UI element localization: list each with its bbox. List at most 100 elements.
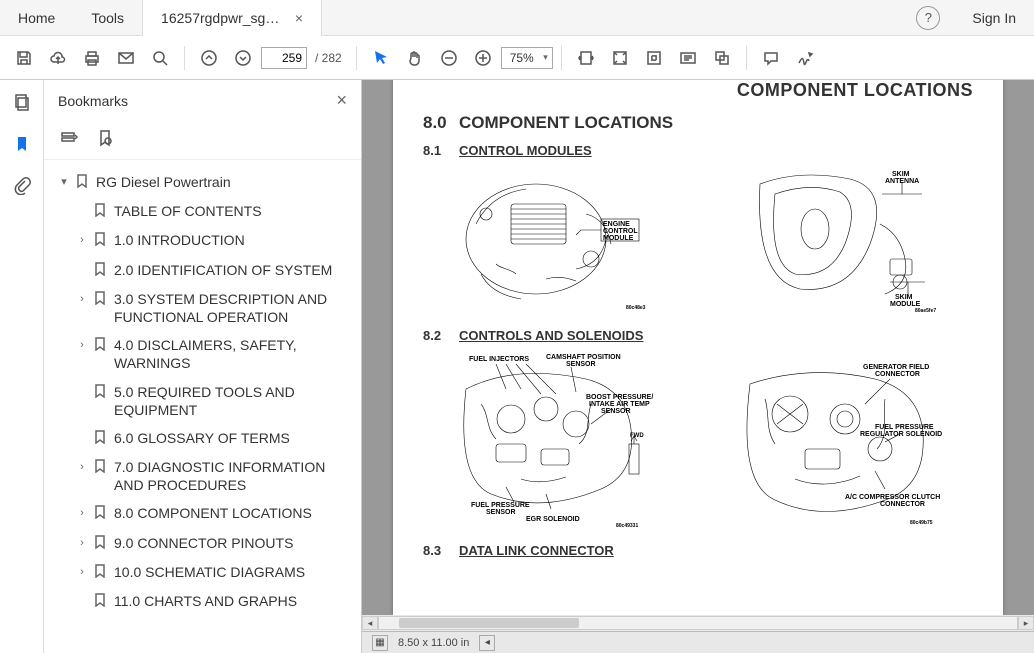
section-8-heading: 8.0COMPONENT LOCATIONS (423, 113, 973, 133)
panel-close-icon[interactable]: × (336, 90, 347, 111)
zoom-out-icon[interactable] (433, 42, 465, 74)
chevron-right-icon[interactable]: › (76, 458, 88, 474)
section-8.3-heading: 8.3DATA LINK CONNECTOR (423, 543, 973, 558)
svg-text:INTAKE AIR TEMP: INTAKE AIR TEMP (589, 401, 650, 408)
tab-tools[interactable]: Tools (73, 0, 142, 36)
chevron-right-icon[interactable]: › (76, 563, 88, 579)
fit-page-icon[interactable] (604, 42, 636, 74)
tree-item[interactable]: 11.0 CHARTS AND GRAPHS (54, 587, 355, 616)
help-icon[interactable]: ? (916, 6, 940, 30)
main-area: Bookmarks × ▾ RG Diesel Powertrain TABLE… (0, 80, 1034, 653)
tree-item[interactable]: ›8.0 COMPONENT LOCATIONS (54, 499, 355, 528)
document-area: COMPONENT LOCATIONS 8.0COMPONENT LOCATIO… (362, 80, 1034, 653)
cloud-icon[interactable] (42, 42, 74, 74)
svg-text:MODULE: MODULE (890, 301, 921, 308)
bookmark-icon (94, 563, 108, 582)
tree-item[interactable]: ›10.0 SCHEMATIC DIAGRAMS (54, 558, 355, 587)
bookmark-icon (94, 592, 108, 611)
scroll-left-icon[interactable]: ◂ (362, 616, 378, 630)
chevron-right-icon[interactable] (76, 261, 88, 263)
tree-item[interactable]: ›7.0 DIAGNOSTIC INFORMATION AND PROCEDUR… (54, 453, 355, 499)
tab-document[interactable]: 16257rgdpwr_sgml... × (142, 0, 322, 36)
attachments-icon[interactable] (10, 174, 34, 198)
pdf-page: COMPONENT LOCATIONS 8.0COMPONENT LOCATIO… (393, 80, 1003, 615)
bookmark-icon (94, 458, 108, 477)
page-up-icon[interactable] (193, 42, 225, 74)
page-down-icon[interactable] (227, 42, 259, 74)
tree-item-label: 3.0 SYSTEM DESCRIPTION AND FUNCTIONAL OP… (114, 290, 351, 326)
section-8.2-heading: 8.2CONTROLS AND SOLENOIDS (423, 328, 973, 343)
svg-text:MODULE: MODULE (603, 235, 634, 242)
tree-item[interactable]: 6.0 GLOSSARY OF TERMS (54, 424, 355, 453)
hand-icon[interactable] (399, 42, 431, 74)
chevron-right-icon[interactable] (76, 383, 88, 385)
signin-button[interactable]: Sign In (954, 10, 1034, 26)
pointer-icon[interactable] (365, 42, 397, 74)
panel-find-bookmark-icon[interactable] (94, 127, 116, 149)
scroll-right-icon[interactable]: ▸ (1018, 616, 1034, 630)
status-page-icon[interactable]: ▦ (372, 635, 388, 651)
chevron-right-icon[interactable]: › (76, 504, 88, 520)
comment-icon[interactable] (755, 42, 787, 74)
chevron-right-icon[interactable] (76, 429, 88, 431)
section-8.1-heading: 8.1CONTROL MODULES (423, 143, 973, 158)
chevron-down-icon[interactable]: ▾ (58, 173, 70, 189)
tree-item[interactable]: TABLE OF CONTENTS (54, 197, 355, 226)
panel-options-icon[interactable] (58, 127, 80, 149)
chevron-right-icon[interactable]: › (76, 534, 88, 550)
bookmarks-icon[interactable] (10, 132, 34, 156)
svg-text:FUEL PRESSURE: FUEL PRESSURE (875, 424, 934, 431)
email-icon[interactable] (110, 42, 142, 74)
panel-title: Bookmarks (58, 93, 128, 109)
bookmark-icon (76, 173, 90, 192)
bookmarks-panel: Bookmarks × ▾ RG Diesel Powertrain TABLE… (44, 80, 362, 653)
sign-icon[interactable] (789, 42, 821, 74)
save-icon[interactable] (8, 42, 40, 74)
zoom-select[interactable]: 75% (501, 47, 553, 69)
svg-text:ANTENNA: ANTENNA (885, 178, 919, 185)
tree-item[interactable]: 2.0 IDENTIFICATION OF SYSTEM (54, 256, 355, 285)
bookmark-icon (94, 202, 108, 221)
svg-text:CONNECTOR: CONNECTOR (880, 501, 925, 508)
tree-item[interactable]: ›4.0 DISCLAIMERS, SAFETY, WARNINGS (54, 331, 355, 377)
horizontal-scrollbar[interactable]: ◂ ▸ (362, 615, 1034, 631)
page-number-input[interactable] (261, 47, 307, 69)
svg-text:CONTROL: CONTROL (603, 228, 638, 235)
layers-icon[interactable] (706, 42, 738, 74)
tab-close-icon[interactable]: × (295, 10, 303, 26)
chevron-right-icon[interactable] (76, 202, 88, 204)
chevron-right-icon[interactable]: › (76, 290, 88, 306)
status-nav-left-icon[interactable]: ◂ (479, 635, 495, 651)
tree-item[interactable]: › 3.0 SYSTEM DESCRIPTION AND FUNCTIONAL O… (54, 285, 355, 331)
bookmark-icon (94, 336, 108, 355)
svg-text:SENSOR: SENSOR (486, 509, 516, 516)
tree-item[interactable]: ›9.0 CONNECTOR PINOUTS (54, 529, 355, 558)
chevron-right-icon[interactable]: › (76, 336, 88, 352)
tree-root[interactable]: ▾ RG Diesel Powertrain (54, 168, 355, 197)
read-mode-icon[interactable] (672, 42, 704, 74)
tab-home[interactable]: Home (0, 0, 73, 36)
zoom-in-icon[interactable] (467, 42, 499, 74)
figure-controls: FUEL INJECTORS CAMSHAFT POSITION SENSOR … (423, 349, 689, 529)
search-icon[interactable] (144, 42, 176, 74)
chevron-right-icon[interactable] (76, 592, 88, 594)
fit-width-icon[interactable] (570, 42, 602, 74)
svg-text:SKIM: SKIM (895, 294, 913, 301)
bookmark-icon (94, 534, 108, 553)
tree-item[interactable]: 5.0 REQUIRED TOOLS AND EQUIPMENT (54, 378, 355, 424)
tree-item[interactable]: ›1.0 INTRODUCTION (54, 226, 355, 255)
figure-skim: SKIM ANTENNA SKIM MODULE 80ae5fe7 (707, 164, 973, 314)
svg-text:SENSOR: SENSOR (566, 361, 596, 368)
chevron-right-icon[interactable]: › (76, 231, 88, 247)
page-dimensions-label: 8.50 x 11.00 in (398, 637, 469, 649)
tree-item-label: TABLE OF CONTENTS (114, 202, 351, 220)
print-icon[interactable] (76, 42, 108, 74)
document-scroll[interactable]: COMPONENT LOCATIONS 8.0COMPONENT LOCATIO… (362, 80, 1034, 615)
bookmark-icon (94, 429, 108, 448)
bookmark-icon (94, 290, 108, 309)
bookmark-icon (94, 504, 108, 523)
svg-text:FWD: FWD (630, 433, 644, 439)
bookmark-tree[interactable]: ▾ RG Diesel Powertrain TABLE OF CONTENTS… (44, 160, 361, 653)
fullscreen-icon[interactable] (638, 42, 670, 74)
thumbnails-icon[interactable] (10, 90, 34, 114)
